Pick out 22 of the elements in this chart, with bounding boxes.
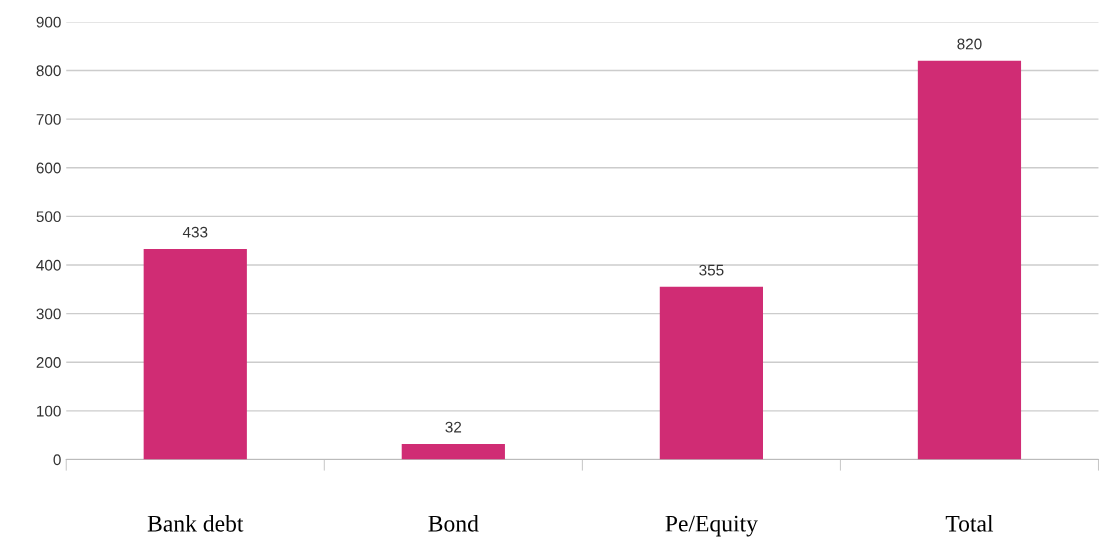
bar bbox=[401, 443, 505, 460]
y-tick-label: 400 bbox=[36, 259, 61, 271]
y-tick-label: 900 bbox=[36, 16, 61, 28]
bar bbox=[143, 248, 247, 460]
data-label: 433 bbox=[182, 226, 208, 238]
x-tick-label: Total bbox=[945, 515, 994, 532]
y-tick-label: 300 bbox=[36, 308, 61, 320]
data-label: 355 bbox=[699, 264, 724, 276]
x-tick-label: Bond bbox=[428, 515, 479, 532]
data-label: 820 bbox=[957, 38, 982, 50]
bar bbox=[659, 286, 763, 460]
y-tick-label: 700 bbox=[36, 113, 61, 125]
bar bbox=[917, 60, 1022, 460]
y-tick-label: 600 bbox=[36, 162, 61, 174]
y-tick-label: 100 bbox=[37, 405, 61, 417]
y-tick-label: 200 bbox=[36, 357, 61, 368]
y-tick-label: 0 bbox=[53, 454, 61, 466]
x-tick-label: Pe/Equity bbox=[665, 515, 758, 537]
y-tick-label: 500 bbox=[36, 211, 61, 223]
data-label: 32 bbox=[445, 421, 462, 433]
x-tick-label: Bank debt bbox=[147, 515, 244, 532]
y-tick-label: 800 bbox=[36, 65, 61, 77]
